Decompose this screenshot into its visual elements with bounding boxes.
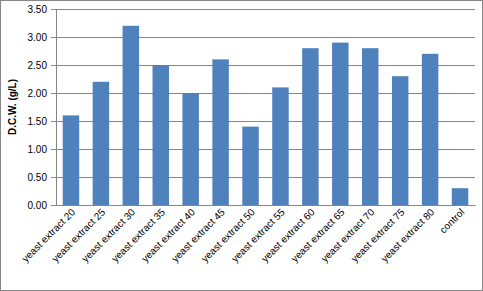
chart-frame — [1, 1, 483, 291]
y-tick: 1.00 — [28, 144, 56, 155]
y-tick-mark — [51, 149, 56, 150]
x-tick-label: yeast extract 60 — [259, 206, 317, 264]
y-tick: 0.50 — [28, 172, 56, 183]
y-tick-label: 3.50 — [28, 4, 48, 15]
bar — [272, 87, 288, 205]
x-tick: yeast extract 60 — [259, 205, 317, 264]
bar — [422, 54, 438, 205]
x-tick-label: yeast extract 40 — [139, 206, 197, 264]
x-tick-label: control — [437, 206, 466, 235]
bars — [63, 26, 469, 205]
y-tick: 0.00 — [28, 200, 56, 211]
bar — [93, 82, 109, 205]
y-tick-mark — [51, 205, 56, 206]
bar — [392, 76, 408, 205]
y-tick-label: 2.00 — [28, 88, 48, 99]
y-tick-mark — [51, 37, 56, 38]
bar — [63, 115, 79, 205]
grid-line — [56, 149, 475, 150]
bar — [242, 127, 258, 205]
bar — [302, 48, 318, 205]
grid-line — [56, 65, 475, 66]
x-tick-label: yeast extract 45 — [169, 206, 227, 264]
grid-line — [56, 121, 475, 122]
y-tick-label: 2.50 — [28, 60, 48, 71]
y-tick-label: 3.00 — [28, 32, 48, 43]
bar — [153, 65, 169, 205]
bar — [452, 188, 468, 205]
x-tick-label: yeast extract 75 — [349, 206, 407, 264]
y-tick: 3.00 — [28, 32, 56, 43]
x-tick: yeast extract 65 — [289, 205, 347, 264]
y-tick: 2.00 — [28, 88, 56, 99]
y-tick-label: 1.50 — [28, 116, 48, 127]
x-tick: yeast extract 35 — [109, 205, 167, 264]
grid-line — [56, 37, 475, 38]
bar — [182, 93, 198, 205]
chart: 0.00 0.50 1.00 1.50 2.00 2.50 3.00 3.50 yeast ex… — [0, 0, 483, 291]
x-tick-label: yeast extract 65 — [289, 206, 347, 264]
x-tick-label: yeast extract 80 — [379, 206, 437, 264]
x-tick: yeast extract 75 — [349, 205, 407, 264]
y-tick: 1.50 — [28, 116, 56, 127]
x-tick-label: yeast extract 25 — [50, 206, 108, 264]
x-tick-label: yeast extract 70 — [319, 206, 377, 264]
x-tick: control — [437, 205, 466, 235]
y-tick-mark — [51, 65, 56, 66]
x-tick-label: yeast extract 30 — [79, 206, 137, 264]
y-axis-line — [51, 10, 57, 206]
x-tick: yeast extract 25 — [50, 205, 108, 264]
x-tick: yeast extract 80 — [379, 205, 437, 264]
grid-line — [56, 177, 475, 178]
x-tick: yeast extract 70 — [319, 205, 377, 264]
x-tick-label: yeast extract 35 — [109, 206, 167, 264]
y-tick-mark — [51, 121, 56, 122]
x-axis-line — [57, 205, 476, 206]
y-tick-label: 0.50 — [28, 172, 48, 183]
y-tick-mark — [51, 9, 56, 10]
x-tick: yeast extract 55 — [229, 205, 287, 264]
y-tick-label: 1.00 — [28, 144, 48, 155]
x-tick: yeast extract 20 — [20, 205, 78, 264]
x-tick: yeast extract 40 — [139, 205, 197, 264]
x-tick: yeast extract 30 — [79, 205, 137, 264]
x-axis: yeast extract 20yeast extract 25yeast ex… — [20, 205, 476, 264]
grid — [56, 10, 475, 206]
y-tick-mark — [51, 177, 56, 178]
bar — [332, 43, 348, 205]
bar — [123, 26, 139, 205]
bar — [212, 59, 228, 205]
grid-line — [56, 93, 475, 94]
x-tick: yeast extract 50 — [199, 205, 257, 264]
x-tick-label: yeast extract 20 — [20, 206, 78, 264]
y-tick: 3.50 — [28, 4, 56, 15]
y-axis-title: D.C.W. (g/L) — [7, 79, 18, 135]
x-tick-label: yeast extract 55 — [229, 206, 287, 264]
x-tick-label: yeast extract 50 — [199, 206, 257, 264]
grid-line — [56, 205, 475, 206]
y-tick-mark — [51, 93, 56, 94]
grid-line — [56, 9, 475, 10]
y-axis: 0.00 0.50 1.00 1.50 2.00 2.50 3.00 3.50 — [28, 4, 57, 211]
x-tick: yeast extract 45 — [169, 205, 227, 264]
y-tick: 2.50 — [28, 60, 56, 71]
plot-area: 0.00 0.50 1.00 1.50 2.00 2.50 3.00 3.50 yeast ex… — [20, 4, 476, 264]
bar — [362, 48, 378, 205]
y-tick-label: 0.00 — [28, 200, 48, 211]
